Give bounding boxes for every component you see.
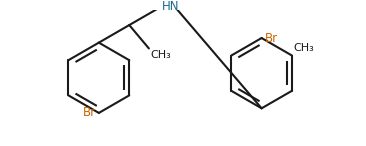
Text: HN: HN	[161, 0, 179, 13]
Text: Br: Br	[264, 32, 277, 45]
Text: Br: Br	[83, 106, 96, 119]
Text: CH₃: CH₃	[293, 43, 314, 53]
Text: CH₃: CH₃	[151, 50, 172, 60]
